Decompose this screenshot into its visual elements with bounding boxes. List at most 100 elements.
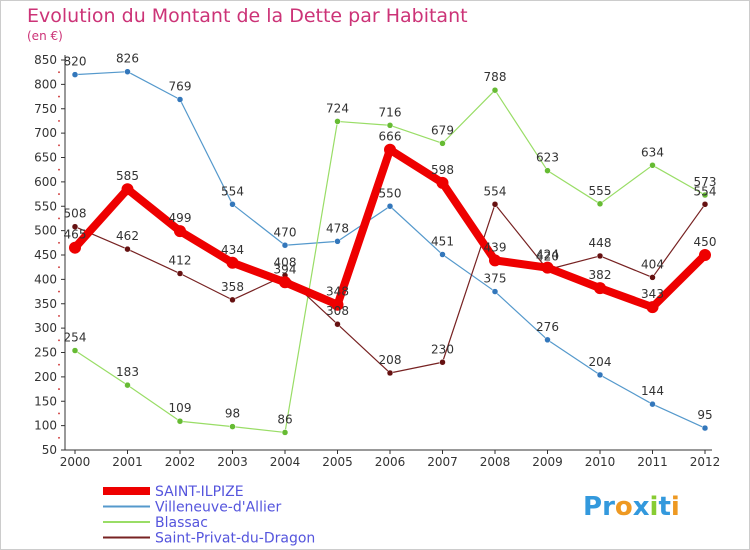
data-label-villeneuve-d-allier: 144: [641, 384, 664, 398]
series-point-blassac: [176, 417, 184, 425]
data-label-saint-privat-du-dragon: 508: [64, 207, 87, 221]
axes: 50 100 150 200 250 300 350 400 450 500 550 600 650 70…: [34, 53, 720, 469]
series-point-saint-privat-du-dragon: [439, 359, 446, 366]
x-tick-label: 2010: [585, 455, 616, 469]
data-label-blassac: 183: [116, 365, 139, 379]
series-point-villeneuve-d-allier: [229, 201, 236, 208]
data-label-villeneuve-d-allier: 451: [431, 235, 454, 249]
y-minor-tick: [58, 217, 60, 220]
series-point-saint-ilpize: [279, 276, 291, 289]
legend-label-blassac: Blassac: [155, 515, 208, 531]
data-label-blassac: 109: [169, 401, 192, 415]
series-point-villeneuve-d-allier: [596, 371, 604, 379]
logo-letter: i: [671, 492, 680, 522]
series-point-saint-ilpize: [331, 298, 344, 311]
series-point-villeneuve-d-allier: [334, 238, 341, 245]
data-label-saint-ilpize: 450: [694, 235, 717, 249]
data-label-saint-privat-du-dragon: 554: [694, 184, 717, 198]
y-minor-tick: [58, 120, 60, 122]
series-point-saint-ilpize: [121, 183, 134, 196]
series-point-villeneuve-d-allier: [701, 424, 709, 432]
chart-subtitle: (en €): [27, 29, 63, 43]
x-tick-label: 2000: [60, 455, 91, 469]
y-tick-label: 750: [34, 102, 57, 116]
logo-letter: P: [583, 492, 602, 522]
y-minor-tick: [58, 241, 60, 244]
data-label-saint-ilpize: 424: [536, 248, 559, 262]
data-label-blassac: 679: [431, 123, 454, 137]
data-label-villeneuve-d-allier: 375: [484, 272, 507, 286]
series-point-blassac: [71, 347, 79, 354]
data-label-saint-privat-du-dragon: 420: [536, 250, 559, 264]
series-point-blassac: [386, 122, 394, 129]
series-point-villeneuve-d-allier: [386, 203, 394, 210]
y-minor-tick: [58, 193, 60, 195]
legend: SAINT-ILPIZEVilleneuve-d'AllierBlassacSa…: [103, 484, 315, 547]
series-point-blassac: [334, 118, 341, 125]
data-label-villeneuve-d-allier: 95: [697, 408, 712, 422]
data-label-blassac: 716: [379, 105, 402, 119]
series-point-saint-privat-du-dragon: [334, 320, 341, 328]
data-label-blassac: 623: [536, 151, 559, 165]
y-minor-tick: [58, 95, 60, 98]
data-label-blassac: 98: [225, 407, 240, 421]
series-point-saint-privat-du-dragon: [71, 223, 79, 230]
data-label-saint-ilpize: 499: [169, 211, 192, 225]
logo-letter: o: [615, 492, 633, 522]
series-point-villeneuve-d-allier: [124, 68, 131, 75]
series-point-saint-ilpize: [69, 241, 81, 254]
series-point-saint-privat-du-dragon: [229, 296, 236, 304]
y-tick-label: 200: [34, 370, 57, 384]
data-label-blassac: 555: [589, 184, 612, 198]
series-point-saint-privat-du-dragon: [124, 245, 131, 253]
data-label-saint-ilpize: 434: [221, 243, 244, 257]
x-tick-label: 2003: [217, 455, 248, 469]
data-label-saint-ilpize: 666: [379, 130, 402, 144]
series-point-villeneuve-d-allier: [439, 251, 446, 258]
legend-label-saint-privat-du-dragon: Saint-Privat-du-Dragon: [155, 531, 315, 547]
data-label-villeneuve-d-allier: 550: [379, 186, 402, 200]
data-label-blassac: 634: [641, 145, 664, 159]
data-label-saint-ilpize: 585: [116, 169, 139, 183]
series-point-saint-ilpize: [541, 261, 554, 274]
y-minor-tick: [58, 339, 60, 342]
data-label-blassac: 724: [326, 101, 349, 115]
series-point-saint-privat-du-dragon: [491, 201, 499, 208]
x-tick-label: 2009: [532, 455, 563, 469]
y-minor-tick: [58, 388, 60, 390]
data-label-blassac: 573: [694, 175, 717, 189]
y-minor-tick: [58, 71, 60, 74]
series-point-saint-ilpize: [174, 225, 186, 238]
series-point-blassac: [701, 191, 709, 199]
logo-letter: x: [633, 492, 650, 522]
data-label-villeneuve-d-allier: 769: [169, 79, 192, 93]
x-tick-label: 2011: [637, 455, 668, 469]
x-tick-label: 2004: [270, 455, 301, 469]
series-point-saint-privat-du-dragon: [176, 270, 184, 277]
series-point-blassac: [229, 423, 236, 430]
x-tick-label: 2005: [322, 455, 353, 469]
data-label-villeneuve-d-allier: 820: [64, 55, 87, 69]
series-point-saint-ilpize: [594, 282, 606, 295]
series-point-blassac: [544, 167, 551, 174]
series-point-blassac: [281, 429, 289, 436]
data-label-saint-privat-du-dragon: 462: [116, 229, 139, 243]
series-point-villeneuve-d-allier: [544, 336, 551, 344]
data-label-saint-privat-du-dragon: 308: [326, 304, 349, 318]
series-point-saint-privat-du-dragon: [386, 369, 394, 377]
x-tick-label: 2008: [480, 455, 511, 469]
data-label-saint-ilpize: 343: [641, 287, 664, 301]
series-point-villeneuve-d-allier: [176, 96, 184, 103]
y-tick-label: 400: [34, 272, 57, 286]
data-label-blassac: 788: [484, 70, 507, 84]
data-label-villeneuve-d-allier: 478: [326, 221, 349, 235]
series-point-saint-privat-du-dragon: [701, 201, 709, 208]
y-tick-label: 250: [34, 346, 57, 360]
series-point-saint-privat-du-dragon: [596, 252, 604, 260]
y-tick-label: 450: [34, 248, 57, 262]
y-tick-label: 100: [34, 419, 57, 433]
series-point-saint-ilpize: [384, 143, 396, 156]
y-tick-label: 850: [34, 53, 57, 67]
data-label-saint-privat-du-dragon: 358: [221, 280, 244, 294]
series-point-villeneuve-d-allier: [281, 242, 289, 249]
